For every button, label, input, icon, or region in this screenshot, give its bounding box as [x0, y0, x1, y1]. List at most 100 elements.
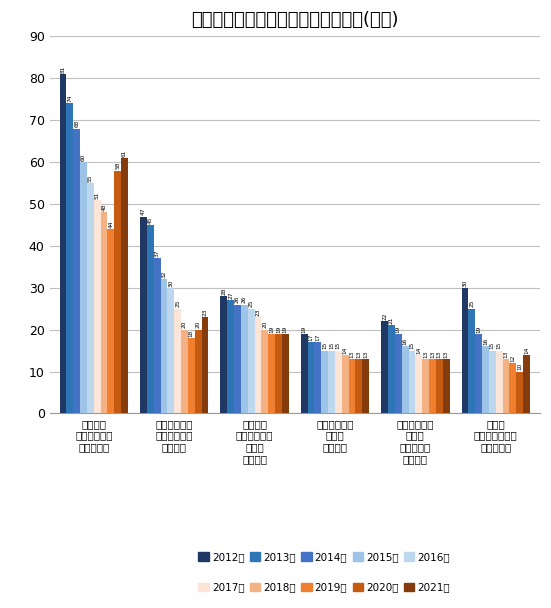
- Text: 32: 32: [161, 271, 166, 278]
- Text: 20: 20: [262, 321, 267, 328]
- Bar: [114, 170, 121, 413]
- Bar: [174, 309, 181, 413]
- Text: 15: 15: [409, 342, 414, 350]
- Text: 14: 14: [343, 346, 348, 353]
- Bar: [168, 288, 174, 413]
- Text: 14: 14: [524, 346, 529, 353]
- Bar: [408, 351, 415, 413]
- Text: 16: 16: [403, 338, 408, 345]
- Bar: [67, 103, 73, 413]
- Text: 19: 19: [476, 325, 481, 333]
- Bar: [121, 158, 128, 413]
- Bar: [227, 300, 234, 413]
- Legend: 2017年, 2018年, 2019年, 2020年, 2021年: 2017年, 2018年, 2019年, 2020年, 2021年: [195, 578, 454, 596]
- Bar: [395, 334, 402, 413]
- Bar: [510, 363, 516, 413]
- Bar: [381, 321, 388, 413]
- Bar: [335, 351, 342, 413]
- Bar: [328, 351, 335, 413]
- Bar: [503, 359, 510, 413]
- Text: 13: 13: [430, 350, 435, 358]
- Text: 25: 25: [175, 300, 180, 308]
- Bar: [160, 280, 168, 413]
- Text: 30: 30: [462, 279, 467, 286]
- Bar: [523, 355, 530, 413]
- Bar: [73, 129, 80, 413]
- Text: 13: 13: [349, 350, 354, 358]
- Text: 13: 13: [423, 350, 428, 358]
- Bar: [241, 305, 248, 413]
- Text: 44: 44: [109, 220, 114, 228]
- Bar: [234, 305, 241, 413]
- Bar: [60, 74, 67, 413]
- Text: 20: 20: [182, 321, 187, 328]
- Text: 19: 19: [283, 325, 288, 333]
- Text: 25: 25: [469, 300, 474, 308]
- Bar: [516, 371, 523, 413]
- Text: 15: 15: [322, 342, 327, 350]
- Text: 19: 19: [269, 325, 274, 333]
- Text: 15: 15: [336, 342, 341, 350]
- Bar: [489, 351, 496, 413]
- Bar: [415, 355, 422, 413]
- Text: 13: 13: [356, 350, 361, 358]
- Bar: [342, 355, 349, 413]
- Bar: [436, 359, 442, 413]
- Title: 仕事につけない理由別完全失業者数(万人): 仕事につけない理由別完全失業者数(万人): [191, 12, 398, 29]
- Text: 23: 23: [202, 308, 207, 316]
- Text: 19: 19: [276, 325, 281, 333]
- Text: 19: 19: [302, 325, 307, 333]
- Bar: [154, 258, 160, 413]
- Bar: [307, 342, 315, 413]
- Text: 60: 60: [81, 153, 86, 161]
- Bar: [188, 338, 195, 413]
- Bar: [422, 359, 429, 413]
- Bar: [94, 200, 101, 413]
- Text: 23: 23: [256, 308, 261, 316]
- Text: 37: 37: [155, 250, 160, 257]
- Text: 45: 45: [148, 216, 153, 224]
- Bar: [255, 317, 261, 413]
- Bar: [355, 359, 363, 413]
- Bar: [388, 325, 395, 413]
- Bar: [268, 334, 275, 413]
- Text: 15: 15: [496, 342, 501, 350]
- Text: 13: 13: [504, 350, 509, 358]
- Bar: [87, 183, 94, 413]
- Text: 13: 13: [437, 350, 442, 358]
- Bar: [476, 334, 482, 413]
- Text: 68: 68: [74, 120, 79, 127]
- Bar: [202, 317, 208, 413]
- Text: 47: 47: [141, 208, 146, 215]
- Bar: [140, 216, 147, 413]
- Bar: [107, 229, 114, 413]
- Text: 17: 17: [309, 334, 314, 341]
- Text: 30: 30: [168, 279, 173, 286]
- Bar: [462, 288, 468, 413]
- Bar: [282, 334, 289, 413]
- Text: 10: 10: [517, 363, 522, 370]
- Bar: [275, 334, 282, 413]
- Text: 13: 13: [444, 350, 449, 358]
- Text: 51: 51: [95, 191, 100, 199]
- Text: 48: 48: [101, 204, 106, 211]
- Bar: [442, 359, 450, 413]
- Bar: [363, 359, 369, 413]
- Text: 16: 16: [483, 338, 488, 345]
- Text: 61: 61: [122, 150, 127, 157]
- Text: 18: 18: [189, 330, 194, 337]
- Text: 74: 74: [67, 95, 72, 102]
- Text: 26: 26: [242, 296, 247, 303]
- Text: 15: 15: [490, 342, 495, 350]
- Bar: [195, 330, 202, 413]
- Bar: [429, 359, 436, 413]
- Bar: [321, 351, 328, 413]
- Text: 20: 20: [196, 321, 201, 328]
- Bar: [80, 162, 87, 413]
- Text: 14: 14: [417, 346, 422, 353]
- Bar: [301, 334, 307, 413]
- Bar: [482, 347, 489, 413]
- Bar: [315, 342, 321, 413]
- Text: 27: 27: [228, 292, 233, 299]
- Text: 13: 13: [363, 350, 368, 358]
